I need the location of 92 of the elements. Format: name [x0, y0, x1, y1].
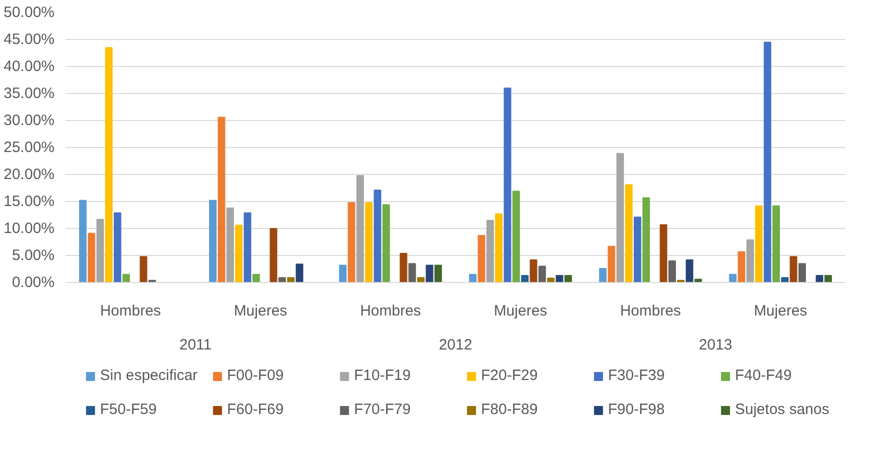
bar — [625, 184, 633, 282]
bar — [746, 239, 754, 282]
bar — [348, 202, 356, 282]
legend-label: F40-F49 — [735, 367, 793, 384]
bar — [608, 246, 616, 282]
bar — [556, 274, 564, 282]
bar — [235, 224, 243, 282]
y-tick-label: 35.00% — [4, 85, 54, 102]
bar — [478, 235, 486, 282]
bar — [296, 264, 304, 282]
bar — [339, 264, 347, 282]
bar — [88, 232, 96, 282]
bar — [634, 216, 642, 282]
bar — [521, 274, 529, 282]
bar — [400, 252, 408, 282]
bar — [105, 47, 113, 282]
bar — [729, 274, 737, 282]
y-tick-label: 25.00% — [4, 139, 54, 156]
bar — [686, 259, 694, 282]
x-tick-label: Mujeres — [754, 302, 808, 320]
bar — [660, 224, 668, 282]
bar — [668, 260, 676, 282]
y-tick-label: 40.00% — [4, 58, 54, 75]
bar — [140, 256, 148, 282]
bar — [252, 274, 260, 282]
bar — [218, 116, 226, 282]
y-tick-label: 0.00% — [12, 274, 55, 291]
bar — [599, 268, 607, 282]
bar — [244, 212, 252, 282]
bar — [114, 212, 122, 282]
x-tick-label: Mujeres — [234, 302, 288, 320]
text: 2012 — [438, 336, 472, 354]
y-tick-label: 5.00% — [12, 247, 55, 264]
bar — [270, 228, 278, 282]
legend-label: Sujetos sanos — [735, 401, 830, 418]
y-tick-label: 30.00% — [4, 112, 54, 129]
y-tick-label: 45.00% — [4, 31, 54, 48]
legend-label: F10-F19 — [354, 367, 412, 384]
bar — [798, 263, 806, 282]
text: 2013 — [698, 336, 732, 354]
bar — [434, 264, 442, 282]
legend-label: F80-F89 — [481, 401, 539, 418]
bar — [374, 190, 382, 282]
bar — [512, 190, 520, 282]
bar — [287, 277, 295, 282]
bar — [226, 207, 234, 282]
y-tick-label: 50.00% — [4, 4, 54, 21]
bar — [790, 256, 798, 282]
bar — [616, 152, 624, 282]
bar — [755, 205, 763, 282]
text: 2011 — [179, 336, 212, 354]
x-tick-label: Hombres — [360, 302, 421, 320]
bar — [486, 220, 494, 282]
bar — [547, 278, 555, 282]
bar — [365, 202, 373, 282]
bar — [824, 274, 832, 282]
bar — [209, 200, 217, 282]
bar — [530, 259, 538, 282]
bar — [382, 204, 390, 282]
legend-label: F90-F98 — [608, 401, 666, 418]
x-tick-label: Mujeres — [494, 302, 548, 320]
bar — [738, 251, 746, 282]
bar — [538, 266, 546, 282]
bar — [781, 277, 789, 282]
bar — [764, 42, 772, 282]
legend-label: F70-F79 — [354, 401, 412, 418]
bar — [417, 277, 425, 282]
bar — [469, 274, 477, 282]
bar — [564, 274, 572, 282]
x-tick-label: Hombres — [620, 302, 681, 320]
legend-label: F20-F29 — [481, 367, 539, 384]
legend-label: F60-F69 — [227, 401, 285, 418]
bar — [426, 264, 434, 282]
bar — [772, 205, 780, 282]
bar — [504, 88, 512, 282]
legend-label: F00-F09 — [227, 367, 285, 384]
y-tick-label: 15.00% — [4, 193, 54, 210]
bar — [96, 218, 104, 282]
bar — [495, 213, 503, 282]
legend-label: Sin especificar — [100, 367, 199, 384]
bar — [408, 263, 416, 282]
bar — [816, 274, 824, 282]
bar — [79, 200, 87, 282]
legend-label: F50-F59 — [100, 401, 158, 418]
bar — [642, 197, 650, 282]
y-tick-label: 20.00% — [4, 166, 54, 183]
bar — [122, 274, 130, 282]
x-tick-label: Hombres — [100, 302, 161, 320]
legend-label: F30-F39 — [608, 367, 666, 384]
bar — [278, 277, 286, 282]
bar — [356, 175, 364, 282]
y-tick-label: 10.00% — [4, 220, 54, 237]
